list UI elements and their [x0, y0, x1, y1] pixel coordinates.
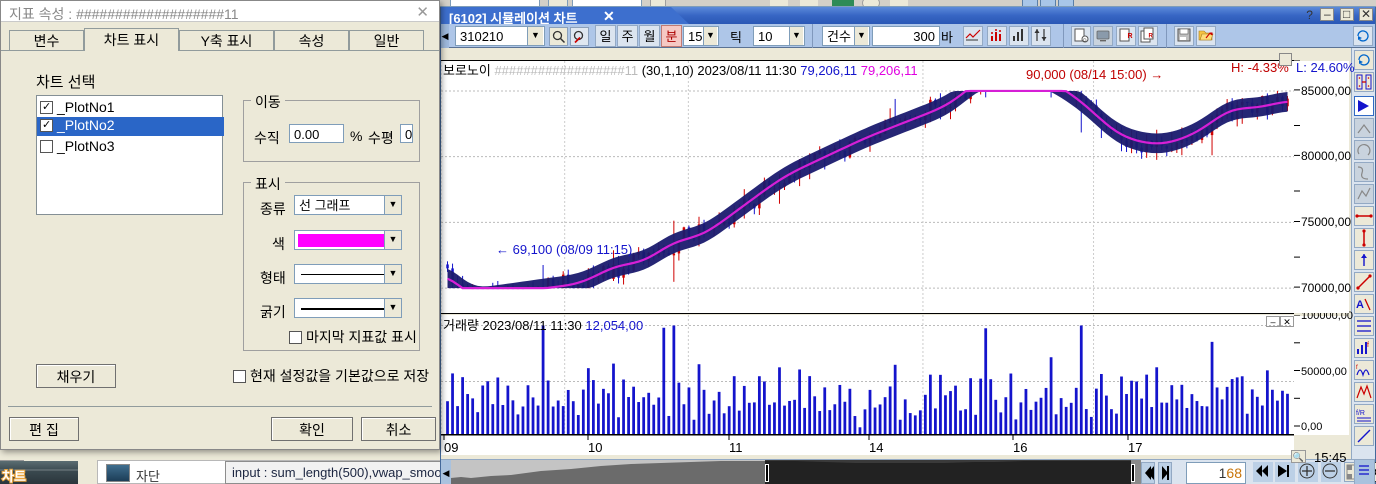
svg-text:A: A	[1356, 299, 1364, 311]
svg-text:f: f	[1356, 365, 1358, 371]
svg-text:R: R	[1149, 34, 1154, 40]
svg-text:f: f	[1367, 342, 1369, 349]
svg-text:f/R: f/R	[1356, 410, 1365, 417]
svg-text:R: R	[1128, 33, 1133, 40]
